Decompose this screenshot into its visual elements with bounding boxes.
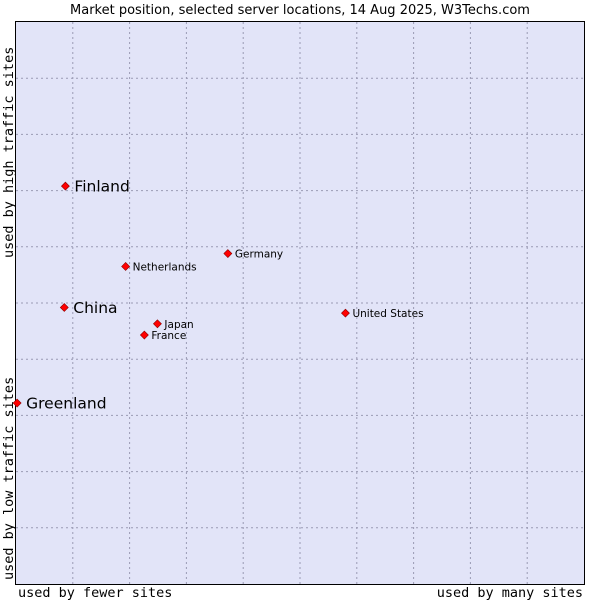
y-axis-label-bottom: used by low traffic sites — [1, 377, 17, 580]
point-finland[interactable] — [60, 181, 70, 191]
data-points: Finland China Greenland Netherlands Germany J… — [12, 178, 424, 413]
chart-title: Market position, selected server locatio… — [70, 3, 530, 18]
x-axis-label-right: used by many sites — [437, 585, 583, 600]
point-germany[interactable] — [223, 249, 233, 258]
point-label-greenland: Greenland — [26, 395, 106, 413]
point-label-germany: Germany — [235, 249, 283, 261]
point-greenland[interactable] — [12, 398, 22, 408]
point-label-netherlands: Netherlands — [133, 261, 197, 273]
point-label-united-states: United States — [352, 308, 423, 320]
point-label-france: France — [151, 330, 186, 342]
point-france[interactable] — [139, 330, 149, 340]
point-united-states[interactable] — [341, 308, 350, 318]
point-label-china: China — [73, 299, 117, 317]
grid-lines — [16, 22, 584, 584]
point-japan[interactable] — [153, 319, 162, 329]
point-label-finland: Finland — [74, 178, 129, 196]
point-china[interactable] — [59, 303, 69, 312]
x-axis-label-left: used by fewer sites — [18, 585, 172, 600]
point-netherlands[interactable] — [121, 262, 131, 271]
point-label-japan: Japan — [163, 319, 193, 331]
y-axis-label-top: used by high traffic sites — [1, 47, 17, 258]
